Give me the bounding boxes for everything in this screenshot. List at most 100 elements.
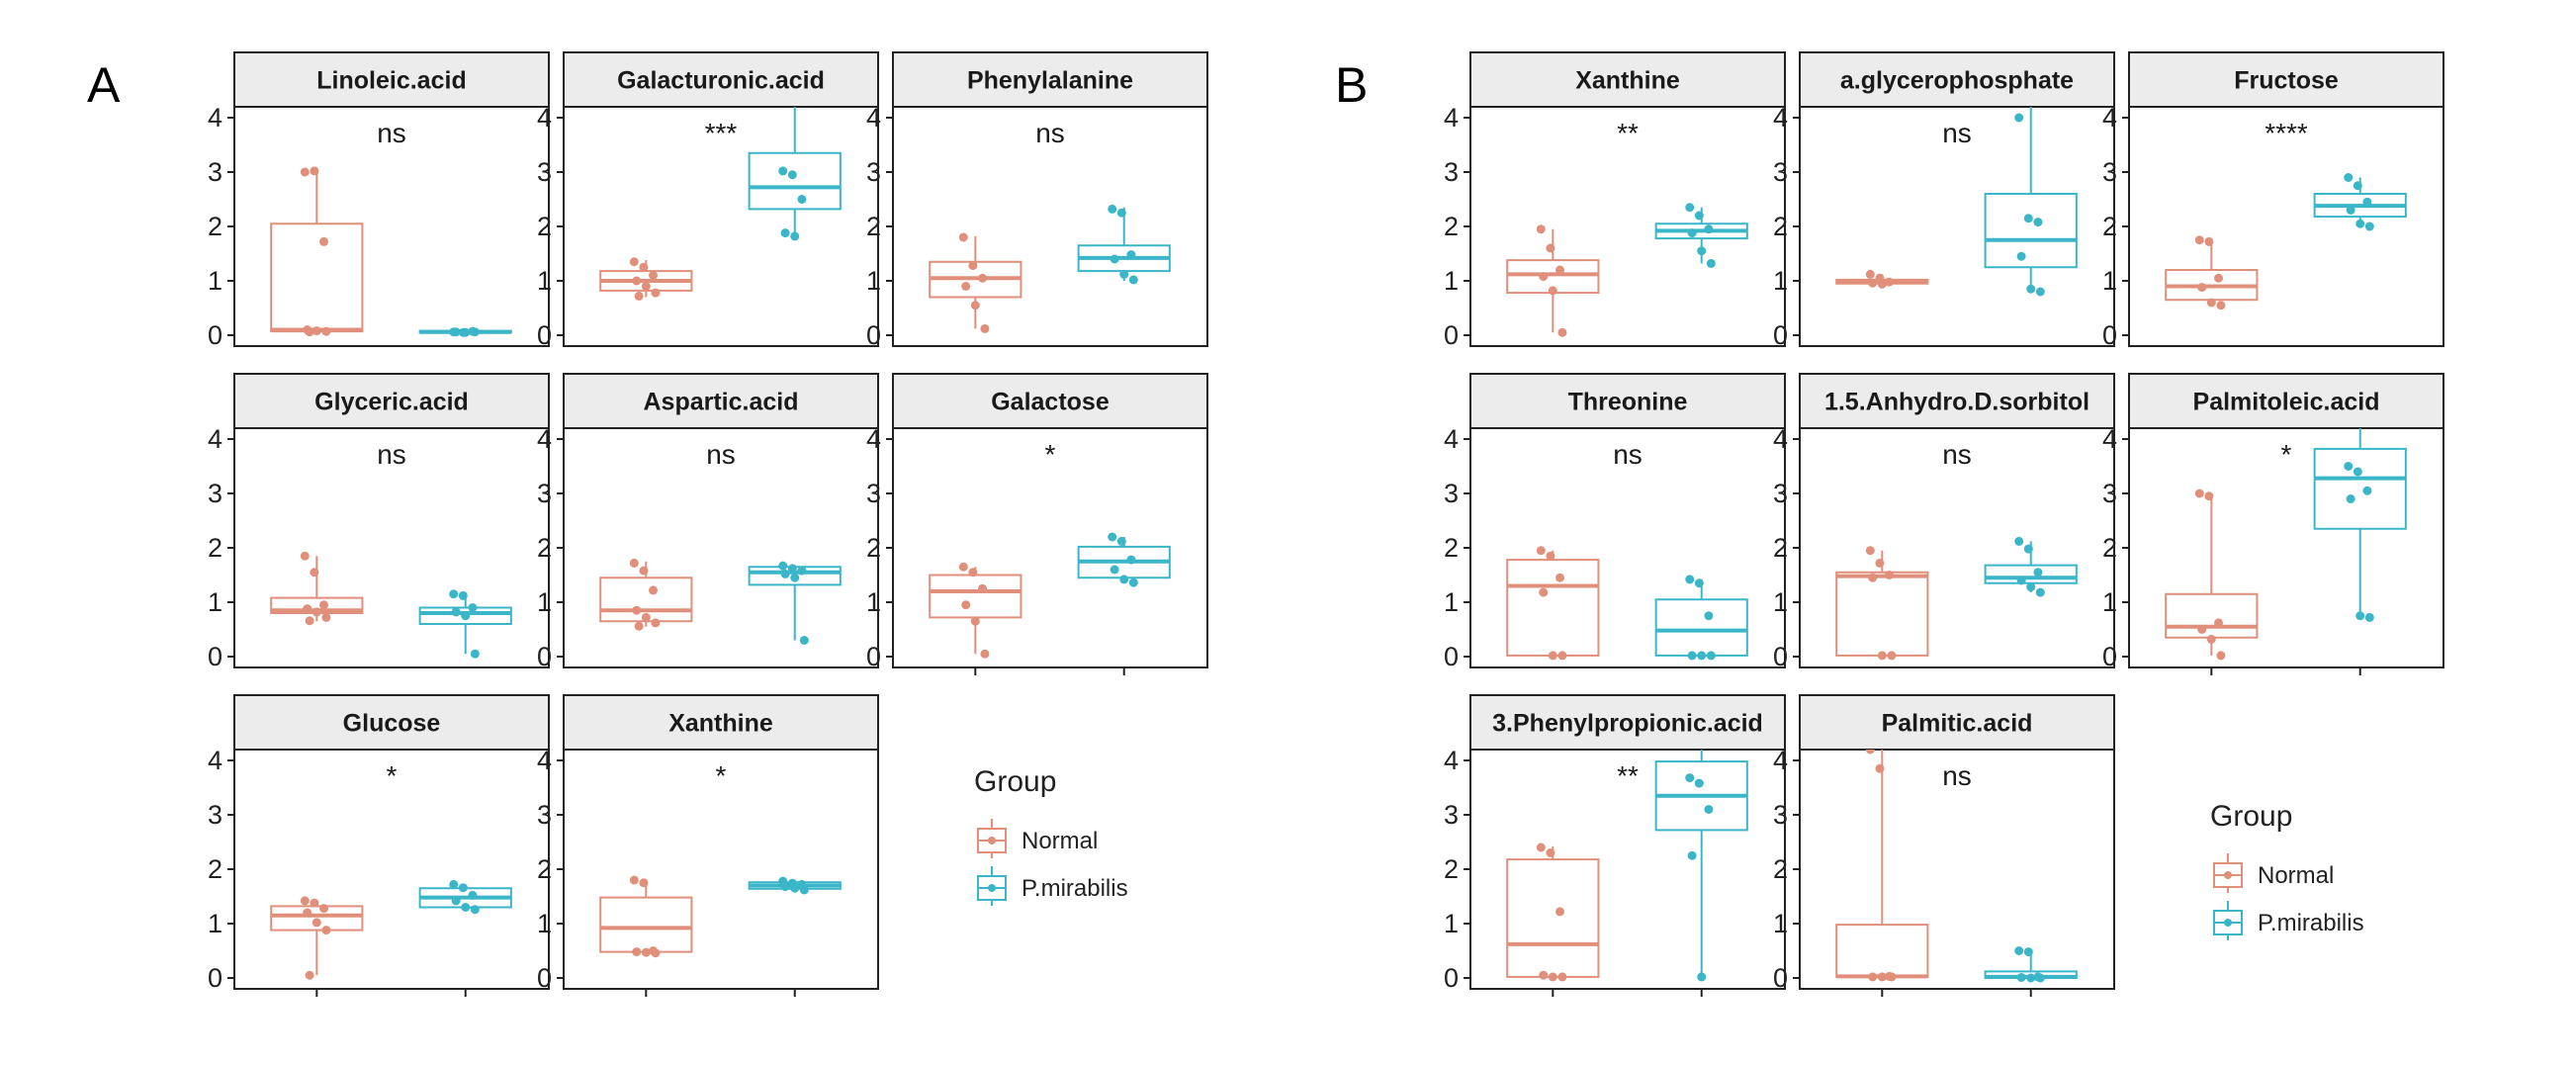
facet-xanthine: Xanthine ** 0 1 2 3 4 — [1444, 51, 1786, 350]
data-point — [319, 236, 329, 246]
data-point — [790, 231, 800, 241]
panel-letter-a: A — [87, 57, 121, 113]
facet-plot-area — [929, 204, 1171, 333]
significance-label: ns — [1613, 439, 1643, 470]
data-point — [1685, 575, 1695, 584]
y-tick-label: 1 — [1444, 909, 1459, 938]
y-tick-label: 0 — [2102, 642, 2117, 671]
y-tick-label: 3 — [866, 157, 881, 187]
legend-key-point — [988, 837, 996, 844]
box-normal — [1506, 546, 1600, 661]
y-tick-label: 0 — [866, 320, 881, 350]
y-tick-label: 4 — [866, 103, 881, 133]
y-tick-label: 0 — [1444, 320, 1459, 350]
data-point — [2355, 611, 2365, 621]
data-point — [641, 282, 651, 291]
data-point — [2346, 206, 2355, 215]
data-point — [2353, 181, 2362, 191]
data-point — [1694, 211, 1704, 221]
legend-entry-normal: Normal — [977, 819, 1098, 858]
y-tick-label: 2 — [2102, 533, 2117, 563]
facet-plot-area — [1506, 203, 1748, 337]
data-point — [787, 564, 797, 574]
data-point — [300, 551, 310, 561]
legend: Group Normal P.mirabilis — [974, 765, 1128, 906]
y-tick-label: 2 — [2102, 212, 2117, 241]
facet-plot-area — [270, 879, 512, 980]
facet-1-5-anhydro-d-sorbitol: 1.5.Anhydro.D.sorbitol ns 0 1 2 3 4 — [1773, 373, 2115, 671]
y-tick-label: 4 — [208, 424, 222, 454]
facet-plot-area — [599, 875, 842, 958]
y-tick-label: 3 — [208, 800, 222, 830]
box-normal — [599, 257, 693, 301]
data-point — [2033, 218, 2043, 227]
facet-strip — [1469, 694, 1786, 751]
significance-label: ** — [1617, 118, 1639, 148]
data-point — [1706, 651, 1716, 661]
box-iqr — [1835, 924, 1929, 978]
data-point — [978, 583, 988, 593]
data-point — [458, 590, 468, 600]
y-tick-label: 4 — [2102, 103, 2117, 133]
data-point — [1865, 269, 1875, 279]
data-point — [632, 605, 642, 615]
data-point — [2206, 298, 2216, 308]
data-point — [968, 568, 978, 577]
data-point — [2033, 568, 2043, 577]
data-point — [2023, 947, 2033, 957]
facet-panel — [2128, 106, 2444, 347]
significance-label: ns — [706, 439, 736, 470]
data-point — [1539, 272, 1549, 282]
facet-title: Glyceric.acid — [314, 389, 469, 416]
data-point — [2362, 197, 2372, 207]
facet-plot-area — [929, 532, 1171, 659]
data-point — [1687, 651, 1697, 661]
y-tick-label: 0 — [1773, 642, 1788, 671]
facet-panel — [563, 106, 879, 347]
data-point — [632, 947, 642, 957]
box-p-mirabilis — [1654, 575, 1748, 661]
data-point — [629, 875, 639, 885]
box-iqr — [1984, 193, 2078, 269]
box-normal — [1506, 843, 1600, 982]
y-tick-label: 2 — [208, 212, 222, 241]
data-point — [651, 948, 661, 958]
data-point — [958, 232, 968, 242]
significance-label: * — [387, 760, 398, 791]
y-tick-label: 2 — [208, 533, 222, 563]
data-point — [797, 195, 807, 204]
box-p-mirabilis — [1984, 536, 2078, 597]
data-point — [461, 903, 471, 912]
box-p-mirabilis — [1077, 532, 1171, 587]
data-point — [632, 276, 642, 286]
y-tick-label: 2 — [1444, 533, 1459, 563]
y-tick-label: 0 — [1773, 320, 1788, 350]
data-point — [1685, 773, 1695, 783]
data-point — [2016, 972, 2026, 982]
data-point — [461, 327, 471, 337]
data-point — [634, 621, 644, 631]
significance-label: ** — [1617, 760, 1639, 791]
data-point — [1694, 778, 1704, 788]
data-point — [2035, 287, 2045, 297]
facet-linoleic-acid: Linoleic.acid ns 0 1 2 3 4 — [208, 51, 550, 350]
data-point — [2016, 576, 2026, 585]
facet-palmitic-acid: Palmitic.acid ns 0 1 2 3 4 — [1773, 694, 2115, 997]
data-point — [2344, 462, 2354, 471]
data-point — [1539, 587, 1549, 597]
facet-plot-area — [1835, 750, 2078, 983]
data-point — [634, 291, 644, 301]
y-tick-label: 2 — [537, 212, 552, 241]
y-tick-label: 3 — [537, 479, 552, 508]
data-point — [2014, 536, 2024, 546]
y-tick-label: 3 — [1444, 479, 1459, 508]
box-normal — [1506, 224, 1600, 337]
y-tick-label: 3 — [1773, 157, 1788, 187]
y-tick-label: 2 — [1773, 212, 1788, 241]
y-tick-label: 3 — [1773, 800, 1788, 830]
y-tick-label: 4 — [1773, 746, 1788, 775]
facet-title: Xanthine — [1575, 67, 1680, 95]
data-point — [2355, 219, 2365, 228]
data-point — [321, 326, 331, 336]
data-point — [2023, 214, 2033, 223]
